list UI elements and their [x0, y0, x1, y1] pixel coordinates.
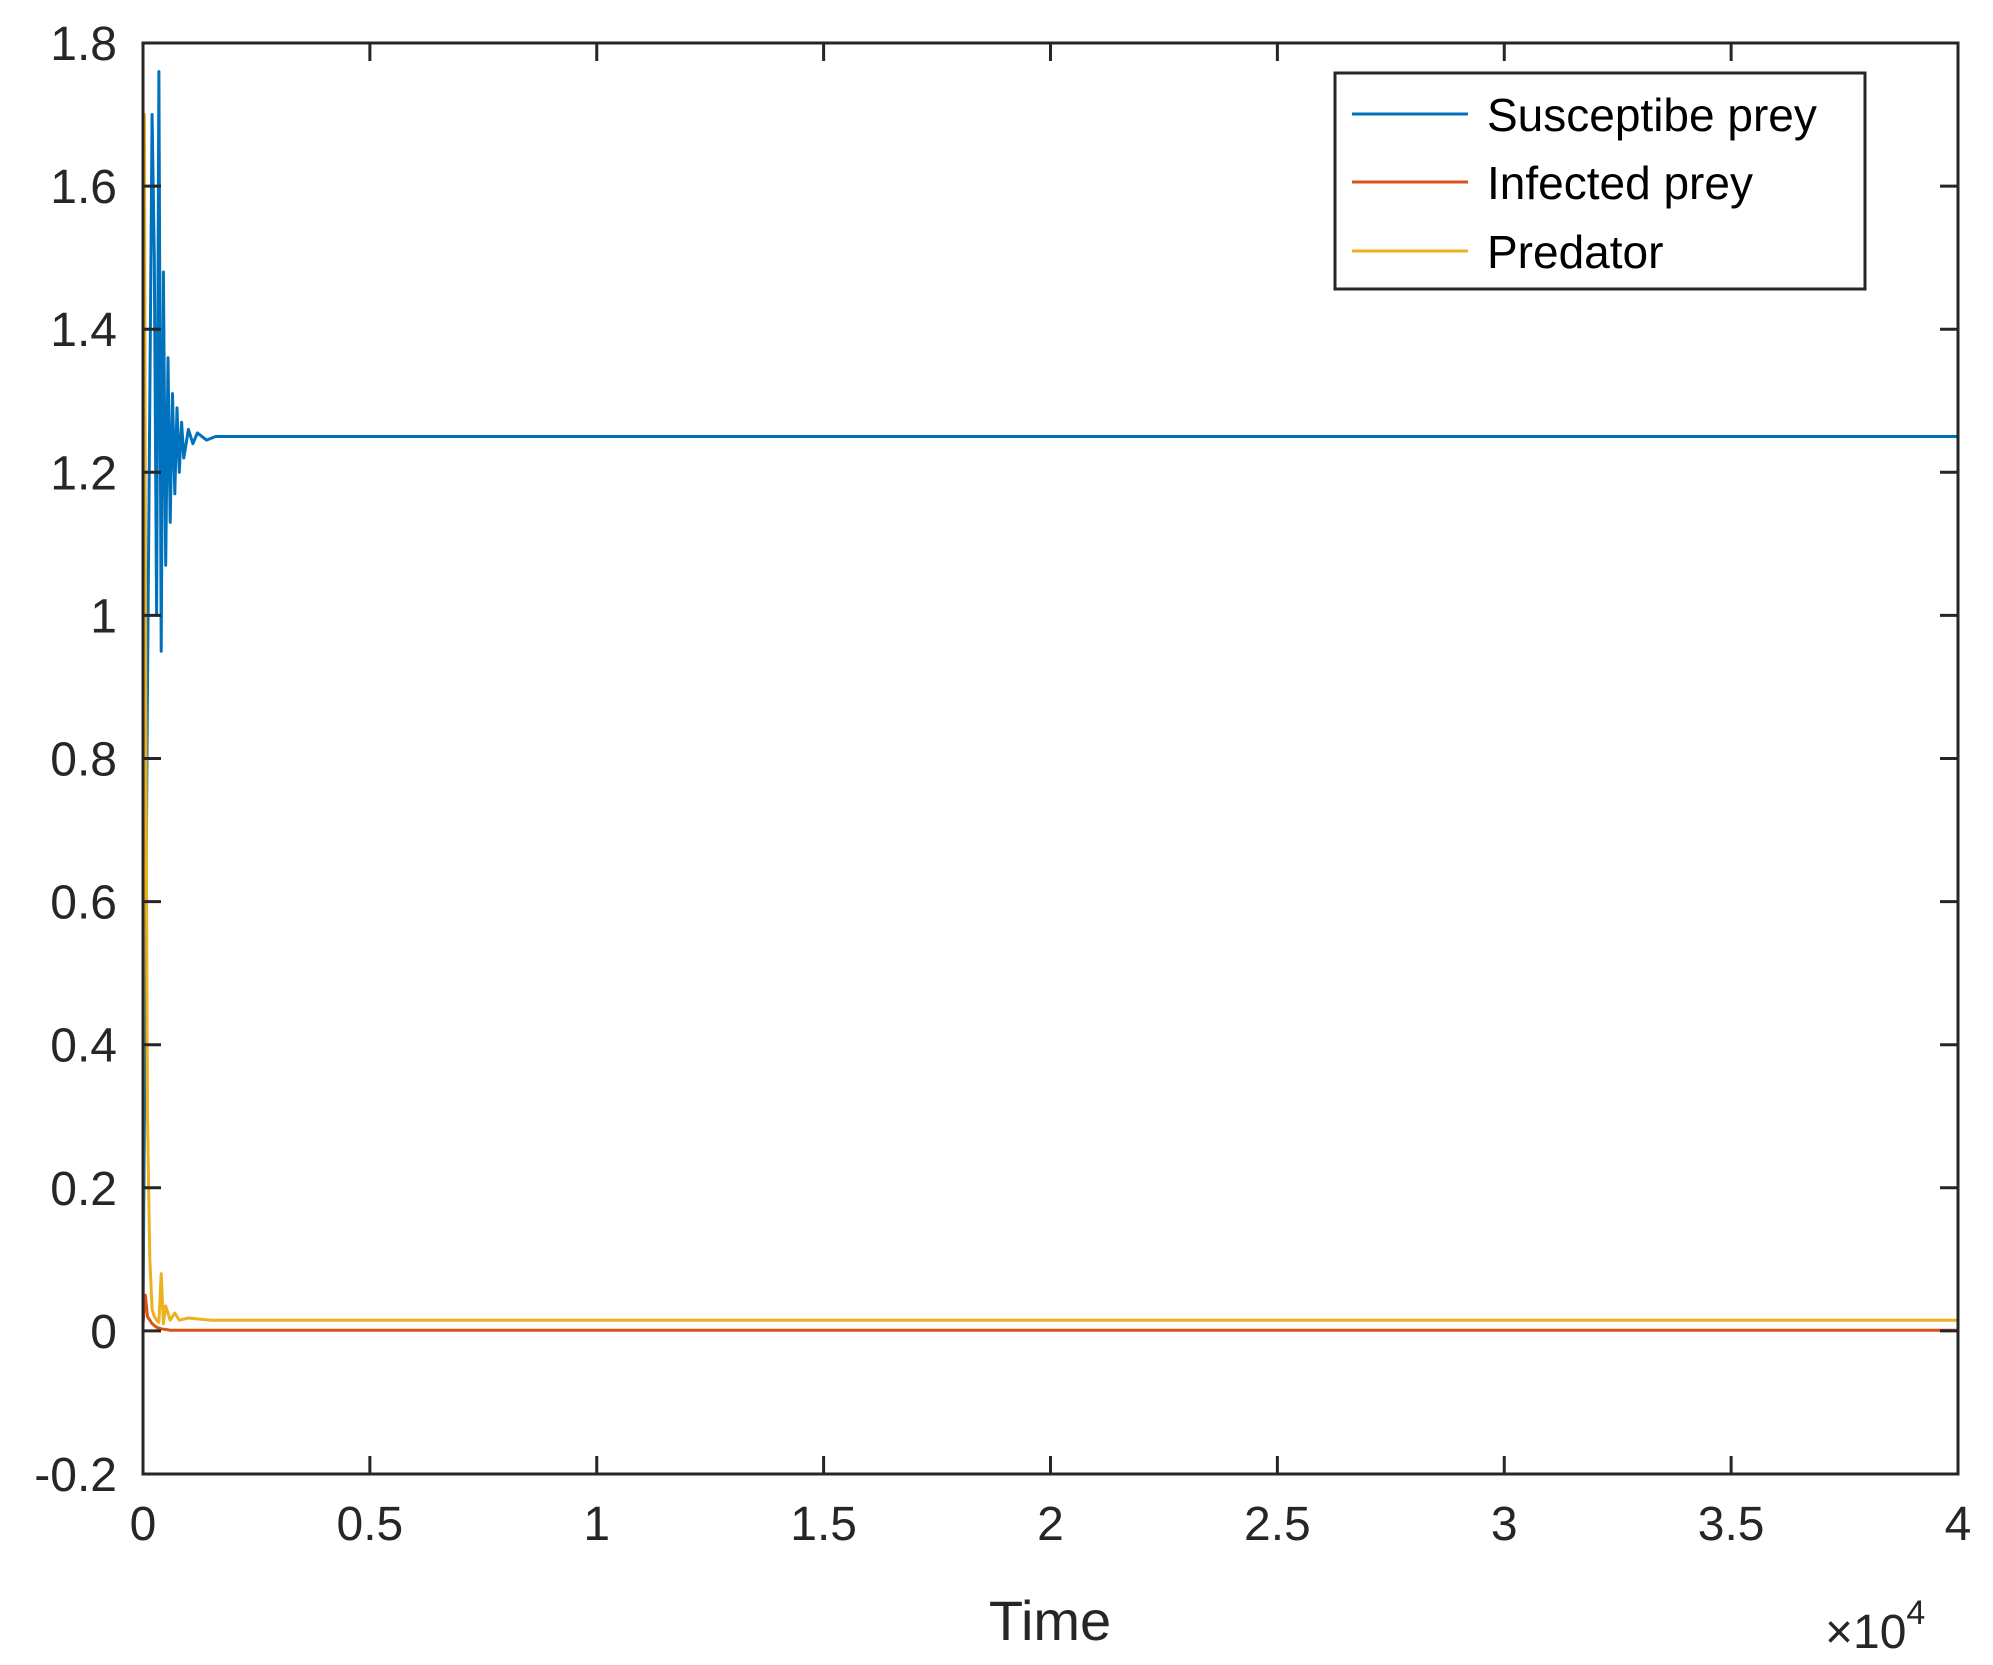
x-tick-label: 1 — [583, 1498, 610, 1551]
series-layer — [141, 70, 1958, 1332]
x-exponent-base: ×10 — [1825, 1606, 1906, 1659]
legend-label-infected-prey: Infected prey — [1487, 157, 1753, 209]
series-line-infected-prey — [141, 1293, 1958, 1332]
x-tick-label: 2 — [1037, 1498, 1064, 1551]
y-tick-label: 1.8 — [50, 18, 117, 71]
x-tick-label: 2.5 — [1244, 1498, 1311, 1551]
x-exponent-power: 4 — [1906, 1594, 1925, 1632]
y-tick-label: 1.6 — [50, 161, 117, 214]
y-tick-label: 0.4 — [50, 1020, 117, 1073]
y-tick-label: 0.6 — [50, 877, 117, 930]
series-line-susceptibe-prey — [141, 70, 1958, 1317]
x-tick-label: 3 — [1491, 1498, 1518, 1551]
y-tick-label: 0.8 — [50, 734, 117, 787]
x-tick-label: 3.5 — [1698, 1498, 1765, 1551]
ticks-layer — [141, 41, 1960, 1476]
legend: Susceptibe prey Infected prey Predator — [1333, 71, 1867, 291]
legend-label-predator: Predator — [1487, 226, 1663, 278]
x-tick-labels: 0 0.5 1 1.5 2 2.5 3 3.5 4 — [130, 1498, 1972, 1551]
y-tick-label: 1 — [90, 590, 117, 643]
x-tick-label: 0.5 — [337, 1498, 404, 1551]
y-tick-label: 0.2 — [50, 1163, 117, 1216]
y-tick-label: 0 — [90, 1306, 117, 1359]
y-tick-label: -0.2 — [34, 1449, 117, 1502]
x-exponent-multiplier: ×104 — [1825, 1594, 1925, 1659]
y-tick-label: 1.4 — [50, 304, 117, 357]
y-tick-labels: -0.2 0 0.2 0.4 0.6 0.8 1 1.2 1.4 1.6 1.8 — [34, 18, 117, 1502]
x-tick-label: 0 — [130, 1498, 157, 1551]
x-tick-label: 1.5 — [790, 1498, 857, 1551]
x-axis-title: Time — [989, 1589, 1111, 1652]
legend-label-susceptible-prey: Susceptibe prey — [1487, 89, 1817, 141]
x-tick-label: 4 — [1945, 1498, 1972, 1551]
y-tick-label: 1.2 — [50, 447, 117, 500]
series-line-predator — [141, 113, 1958, 1326]
